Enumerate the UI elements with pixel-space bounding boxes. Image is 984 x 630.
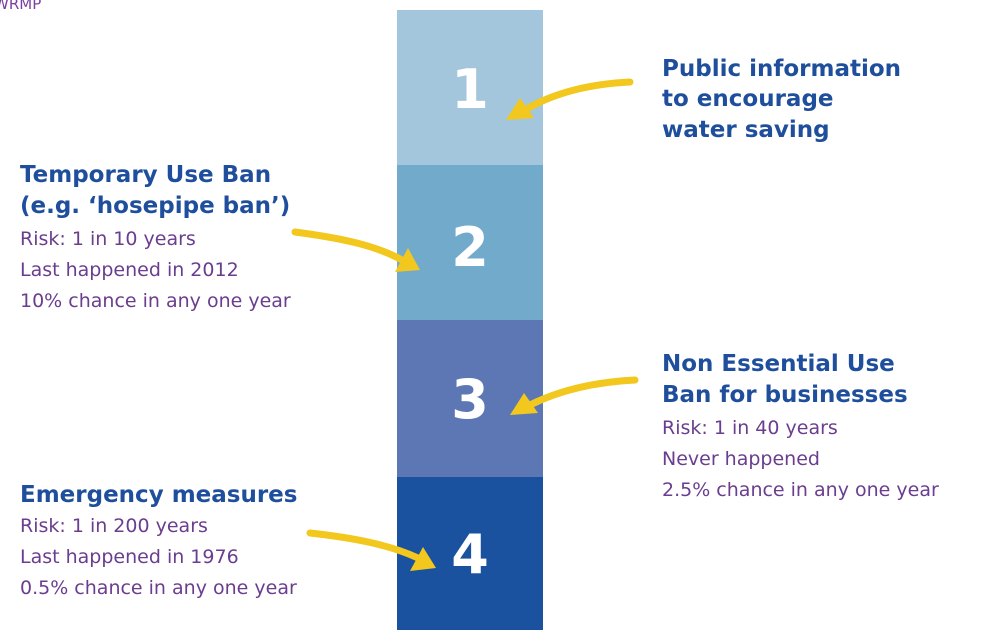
level-title: Emergency measures	[20, 482, 297, 508]
level-detail: Risk: 1 in 200 years	[20, 515, 208, 537]
level-title: Temporary Use Ban	[20, 162, 271, 188]
level-number: 4	[451, 523, 489, 586]
level-number: 2	[451, 216, 489, 279]
level-block	[397, 10, 543, 165]
level-detail: Last happened in 2012	[20, 259, 239, 281]
level-detail: Risk: 1 in 40 years	[662, 417, 838, 439]
level-detail: Last happened in 1976	[20, 546, 239, 568]
level-title: Public information	[662, 56, 901, 82]
arrow	[291, 228, 420, 272]
level-title: (e.g. ‘hosepipe ban’)	[20, 193, 290, 219]
level-block	[397, 320, 543, 477]
level-number: 1	[451, 58, 489, 121]
level-detail: 10% chance in any one year	[20, 290, 291, 312]
level-detail: 0.5% chance in any one year	[20, 577, 297, 599]
header: WRMP	[0, 0, 41, 13]
level-title: Non Essential Use	[662, 351, 895, 377]
level-detail: Never happened	[662, 448, 820, 470]
level-title: to encourage	[662, 86, 834, 112]
level-title: Ban for businesses	[662, 382, 908, 408]
level-number: 3	[451, 368, 489, 431]
level-title: water saving	[662, 117, 830, 143]
level-detail: 2.5% chance in any one year	[662, 479, 939, 501]
arrow	[506, 78, 634, 120]
level-block	[397, 165, 543, 320]
arrow	[306, 529, 436, 571]
level-detail: Risk: 1 in 10 years	[20, 228, 196, 250]
arrow	[510, 376, 639, 415]
